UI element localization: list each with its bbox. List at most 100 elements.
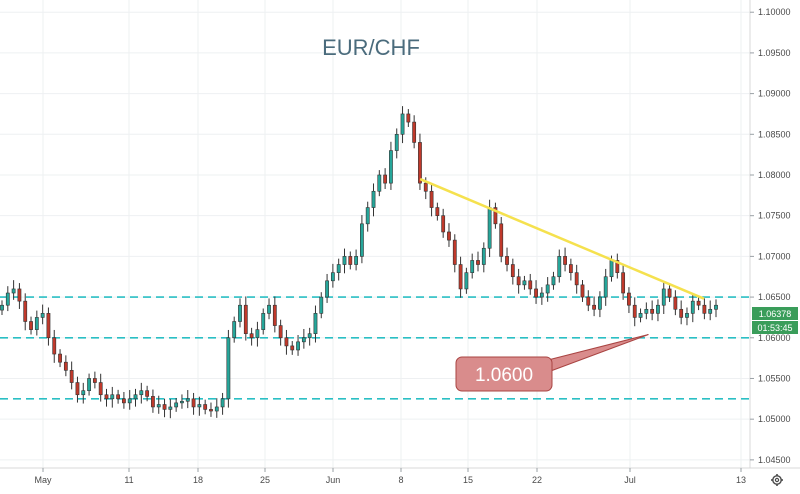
candle-body xyxy=(63,361,68,371)
candle-body xyxy=(180,400,184,404)
candle-body xyxy=(325,280,329,298)
candle-body xyxy=(592,304,596,310)
candle-body xyxy=(191,398,196,408)
x-tick-label: 18 xyxy=(193,475,203,485)
callout-label: 1.0600 xyxy=(475,365,533,386)
candle-body xyxy=(249,333,254,339)
candle-body xyxy=(568,264,573,273)
candle-body xyxy=(383,174,388,184)
candle-body xyxy=(493,207,498,225)
candle-body xyxy=(139,390,144,396)
candle-body xyxy=(342,256,347,265)
chart-title: EUR/CHF xyxy=(322,35,420,60)
candle-body xyxy=(81,390,86,396)
candle-body xyxy=(650,308,655,314)
candle-body xyxy=(40,313,45,318)
candle-body xyxy=(394,133,399,151)
candle-body xyxy=(499,223,504,257)
candle-body xyxy=(145,390,150,397)
candle-body xyxy=(505,256,509,265)
candle-body xyxy=(551,276,556,286)
candle-body xyxy=(377,174,382,192)
candle-body xyxy=(412,121,417,143)
candle-body xyxy=(365,207,370,225)
candle-body xyxy=(17,288,22,302)
y-tick-label: 1.09500 xyxy=(758,48,791,58)
candle-body xyxy=(87,378,91,391)
candle-body xyxy=(400,113,405,135)
candle-body xyxy=(574,272,579,286)
candle-body xyxy=(441,215,446,233)
candle-body xyxy=(98,382,103,396)
candle-body xyxy=(92,378,97,383)
x-tick-label: 22 xyxy=(532,475,542,485)
candle-body xyxy=(348,256,353,265)
candle-body xyxy=(418,142,422,184)
candle-body xyxy=(528,280,533,290)
candle-body xyxy=(290,345,295,351)
price-axis[interactable]: 1.04500 1.05000 1.05500 1.06000 1.06500 1.070… xyxy=(749,0,791,468)
candle-body xyxy=(75,382,80,396)
candle-body xyxy=(174,402,179,408)
candle-body xyxy=(168,406,173,410)
candle-body xyxy=(133,394,138,400)
candle-body xyxy=(209,409,213,412)
candle-body xyxy=(336,264,341,273)
candle-body xyxy=(162,404,167,410)
candle-body xyxy=(272,304,277,326)
y-tick-label: 1.05500 xyxy=(758,373,791,383)
candle-body xyxy=(679,308,684,318)
callout-box xyxy=(455,356,553,392)
candle-body xyxy=(447,231,451,241)
time-axis[interactable]: May 11 18 25 Jun 8 15 22 Jul 13 xyxy=(0,467,800,485)
candle-body xyxy=(330,272,335,282)
candle-body xyxy=(586,296,591,306)
candle-body xyxy=(522,280,527,286)
candle-body xyxy=(632,304,637,318)
candle-body xyxy=(214,406,219,412)
y-tick-label: 1.05000 xyxy=(758,414,791,424)
candle-body xyxy=(301,337,306,343)
candle-body xyxy=(452,239,457,265)
x-tick-label: May xyxy=(34,475,52,485)
candle-body xyxy=(557,256,562,278)
trendline[interactable] xyxy=(419,177,705,300)
candle-body xyxy=(319,296,324,314)
y-tick-label: 1.06000 xyxy=(758,333,791,343)
candle-body xyxy=(360,223,364,257)
candle-body xyxy=(627,292,631,306)
price-callout[interactable]: 1.0600 xyxy=(455,334,649,392)
candle-body xyxy=(487,207,492,249)
candle-body xyxy=(52,337,57,355)
x-tick-label: Jul xyxy=(624,475,636,485)
candle-body xyxy=(371,190,376,208)
candle-body xyxy=(151,396,155,408)
candle-body xyxy=(481,247,486,265)
y-tick-label: 1.08500 xyxy=(758,129,791,139)
candle-body xyxy=(644,308,649,314)
candle-body xyxy=(58,353,62,363)
candle-body xyxy=(296,341,300,351)
candle-body xyxy=(238,304,242,322)
candle-body xyxy=(661,288,666,306)
candle-body xyxy=(307,333,312,339)
candle-body xyxy=(598,296,602,310)
candle-body xyxy=(534,288,538,298)
settings-button[interactable] xyxy=(770,473,784,487)
y-tick-label: 1.08000 xyxy=(758,170,791,180)
candle-body xyxy=(667,288,672,298)
candle-body xyxy=(127,398,132,404)
candle-body xyxy=(203,404,208,410)
candle-body xyxy=(232,321,237,339)
candle-body xyxy=(220,398,225,408)
candle-body xyxy=(23,300,28,322)
candle-body xyxy=(261,313,266,330)
candle-body xyxy=(255,329,260,339)
candle-body xyxy=(226,337,231,400)
candle-body xyxy=(615,260,620,273)
candle-body xyxy=(29,321,33,330)
x-tick-label: 11 xyxy=(124,475,133,485)
candle-body xyxy=(69,370,74,383)
